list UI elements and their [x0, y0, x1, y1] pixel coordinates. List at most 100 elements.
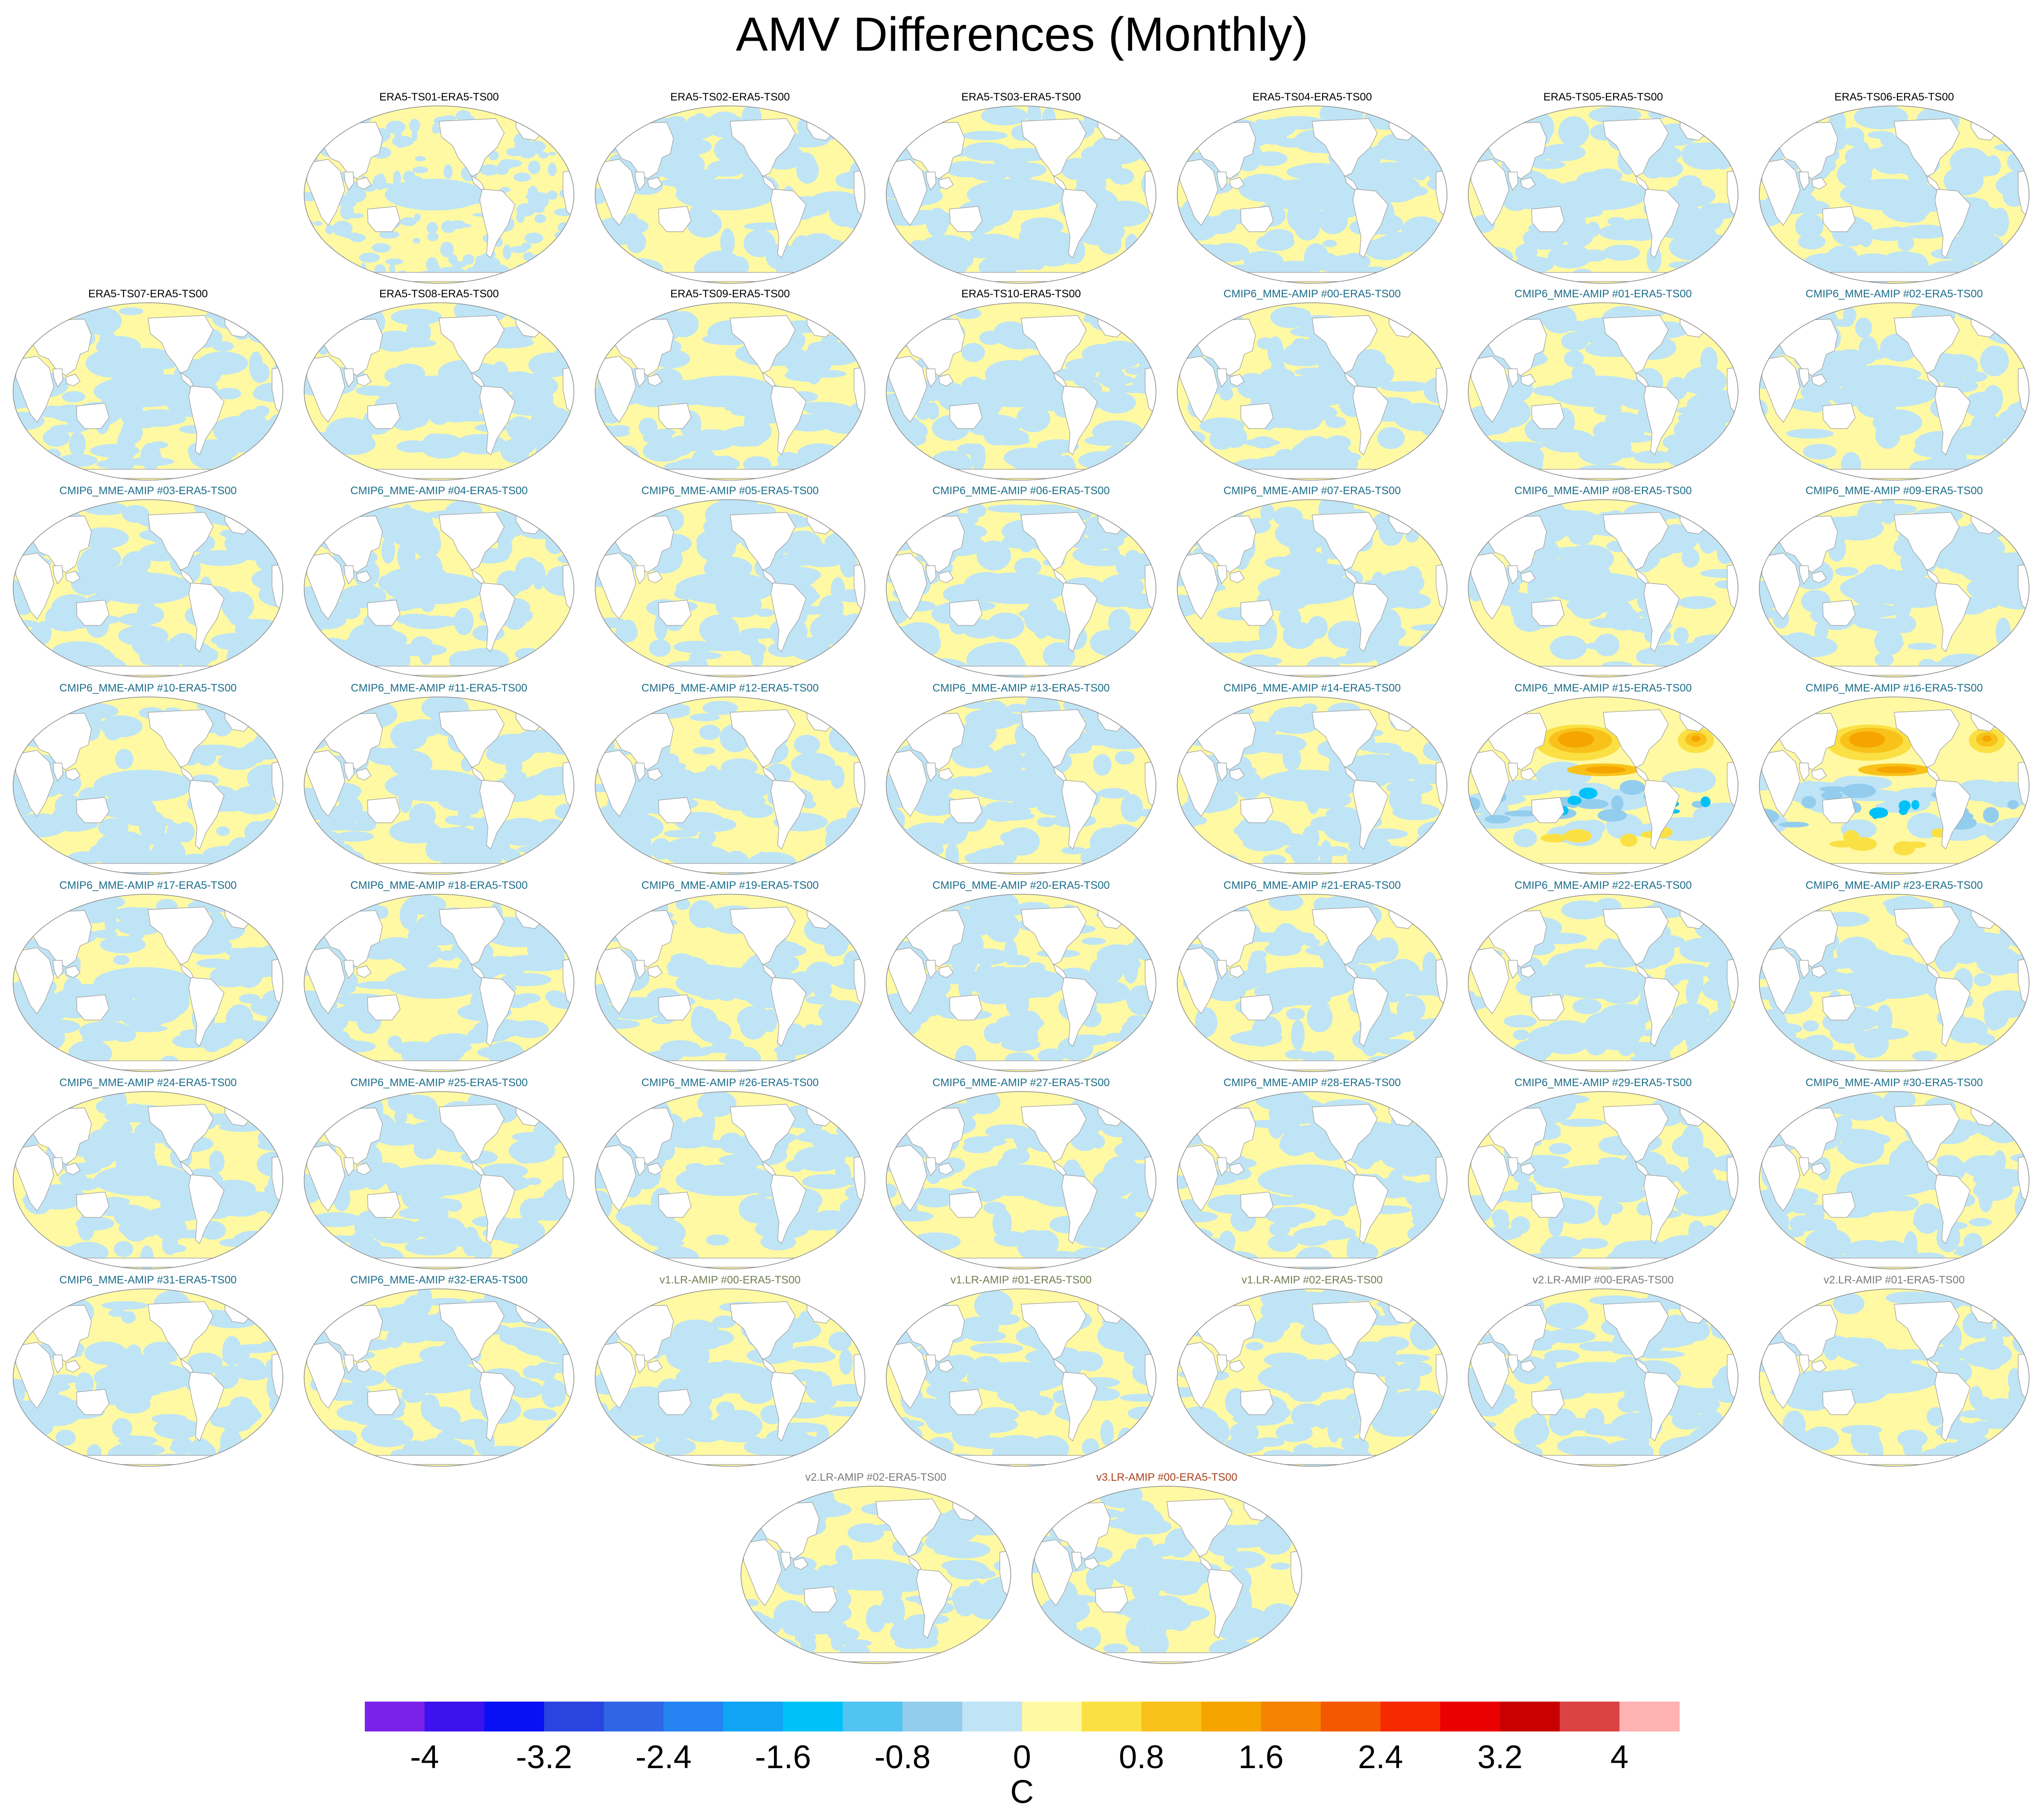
ocean-negative-field — [595, 1298, 611, 1311]
ocean-negative-field — [1980, 345, 2009, 377]
ocean-negative-field — [421, 1438, 462, 1450]
ocean-negative-field — [601, 647, 632, 668]
ocean-negative-field — [366, 1339, 389, 1349]
land-mask — [770, 386, 807, 456]
ocean-negative-field — [1007, 703, 1028, 713]
ocean-negative-field — [959, 720, 997, 748]
ocean-negative-field — [241, 618, 256, 640]
land-mask — [597, 1145, 636, 1212]
ocean-negative-field — [1560, 1118, 1606, 1127]
ocean-negative-field — [1979, 156, 1995, 174]
land-mask — [306, 947, 345, 1015]
ocean-negative-field — [1700, 894, 1738, 916]
land-mask — [1352, 189, 1389, 259]
map-svg — [304, 894, 574, 1072]
map-svg — [595, 302, 865, 481]
ocean-negative-field — [967, 967, 1066, 999]
map-outline — [1177, 894, 1447, 1072]
ocean-negative-field — [1092, 1050, 1121, 1068]
ocean-negative-field — [524, 1289, 550, 1310]
ocean-negative-field — [19, 1439, 50, 1463]
ocean-negative-field — [440, 242, 454, 258]
map-outline — [13, 1288, 283, 1467]
ocean-negative-field — [967, 504, 986, 518]
ocean-negative-field — [165, 1230, 218, 1239]
land-mask — [15, 356, 54, 423]
land-mask — [1520, 571, 1536, 583]
ocean-negative-field — [323, 253, 345, 266]
ocean-negative-field — [541, 1378, 562, 1408]
ocean-negative-field — [1838, 349, 1863, 361]
ocean-negative-field — [595, 322, 619, 351]
land-mask — [912, 1060, 1130, 1070]
panel-title: CMIP6_MME-AMIP #17-ERA5-TS00 — [59, 879, 237, 892]
ocean-negative-field — [1112, 1253, 1156, 1269]
ocean-negative-field — [1759, 245, 1783, 267]
ocean-negative-field — [1280, 1130, 1310, 1156]
ocean-negative-field — [840, 244, 854, 269]
ocean-negative-field — [1691, 402, 1734, 424]
map-field — [1468, 697, 1738, 874]
land-mask — [1894, 118, 1960, 177]
land-mask — [658, 797, 692, 823]
ocean-negative-field — [1428, 661, 1447, 677]
land-mask — [1494, 1060, 1712, 1070]
ocean-negative-field — [1805, 463, 1829, 477]
land-mask — [344, 565, 354, 585]
ocean-negative-field — [984, 1202, 1006, 1214]
arctic-cold-spot — [237, 901, 246, 909]
ocean-negative-field — [1177, 1037, 1210, 1051]
ocean-negative-field — [1789, 1215, 1814, 1232]
ocean-negative-field — [1468, 1121, 1477, 1140]
map-svg — [304, 499, 574, 677]
map-panel: ERA5-TS06-ERA5-TS00 — [1752, 91, 2037, 287]
land-mask — [1217, 1157, 1227, 1177]
ocean-negative-field — [506, 416, 534, 441]
ocean-negative-field — [818, 595, 844, 621]
ocean-negative-field — [546, 252, 560, 262]
land-mask — [439, 118, 505, 177]
ocean-negative-field — [304, 263, 310, 267]
ocean-negative-field — [1418, 701, 1447, 729]
ocean-negative-field — [325, 260, 342, 270]
map-svg — [1468, 1091, 1738, 1269]
land-mask — [367, 994, 401, 1021]
panel-title: CMIP6_MME-AMIP #27-ERA5-TS00 — [932, 1077, 1110, 1089]
ocean-negative-field — [511, 1020, 549, 1038]
ocean-negative-field — [630, 382, 680, 407]
ocean-negative-field — [304, 921, 329, 936]
map-field — [595, 500, 865, 677]
land-mask — [188, 1174, 224, 1245]
ocean-negative-field — [1335, 656, 1361, 664]
ocean-negative-field — [1126, 116, 1153, 138]
ocean-negative-field — [229, 947, 278, 971]
ocean-negative-field — [515, 1150, 536, 1164]
land-mask — [1312, 118, 1378, 177]
ocean-negative-field — [307, 1103, 336, 1123]
ocean-negative-field — [1036, 817, 1055, 827]
cold-anomaly-strong — [1567, 796, 1582, 805]
map-outline — [595, 499, 865, 677]
ocean-negative-field — [1759, 585, 1767, 603]
ocean-negative-field — [840, 253, 857, 283]
ocean-negative-field — [1681, 548, 1700, 568]
land-mask — [647, 374, 663, 386]
ocean-negative-field — [24, 1234, 38, 1263]
cold-anomaly-moderate — [1619, 780, 1645, 795]
land-mask — [658, 1192, 692, 1218]
land-mask — [1229, 177, 1245, 190]
ocean-negative-field — [1714, 1107, 1738, 1124]
map-field — [13, 697, 283, 874]
ocean-negative-field — [33, 1245, 76, 1255]
land-mask — [1240, 994, 1274, 1021]
land-mask — [1471, 159, 1509, 226]
ocean-negative-field — [561, 626, 574, 643]
ocean-negative-field — [477, 1046, 513, 1059]
ocean-negative-field — [600, 457, 640, 480]
ocean-negative-field — [1825, 1129, 1879, 1140]
ocean-negative-field — [963, 142, 1011, 161]
ocean-negative-field — [393, 170, 401, 186]
land-mask — [76, 403, 110, 429]
arctic-cold-spot — [529, 310, 539, 317]
cold-anomaly-moderate — [1983, 807, 1999, 823]
